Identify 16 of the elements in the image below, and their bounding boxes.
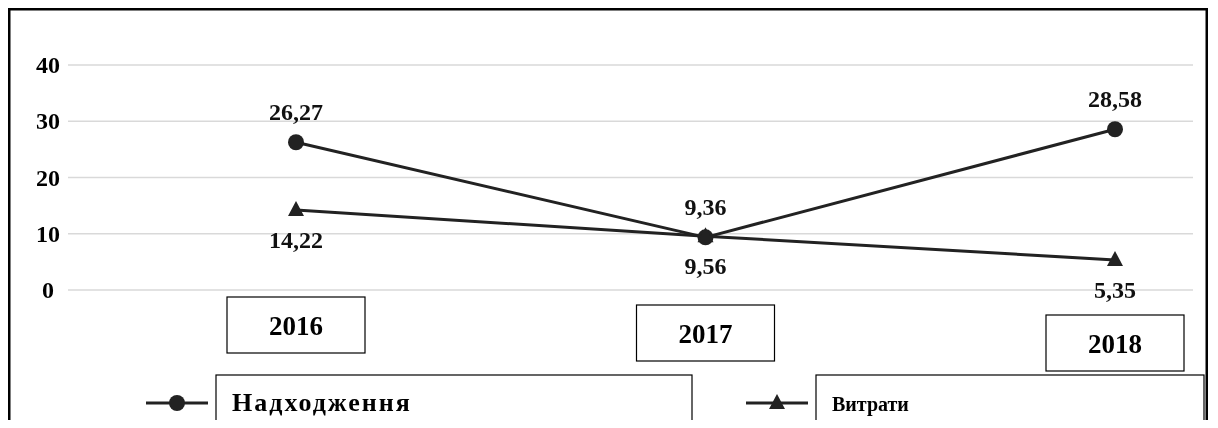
data-label: 26,27	[269, 99, 323, 126]
legend-label: Надходження	[232, 388, 412, 417]
data-label: 14,22	[269, 227, 323, 254]
y-tick-label: 10	[36, 220, 60, 247]
y-tick-label: 30	[36, 108, 60, 135]
data-label: 28,58	[1088, 86, 1142, 113]
data-label: 5,35	[1094, 276, 1136, 303]
y-tick-label: 20	[36, 164, 60, 191]
y-tick-label: 0	[42, 277, 54, 303]
x-tick-label: 2018	[1088, 329, 1142, 359]
legend-label: Витрати	[832, 393, 909, 416]
x-tick-label: 2016	[269, 311, 323, 341]
data-label: 9,56	[684, 253, 727, 280]
data-label: 9,36	[684, 194, 727, 221]
y-tick-label: 40	[36, 52, 60, 78]
x-tick-label: 2017	[678, 319, 733, 349]
